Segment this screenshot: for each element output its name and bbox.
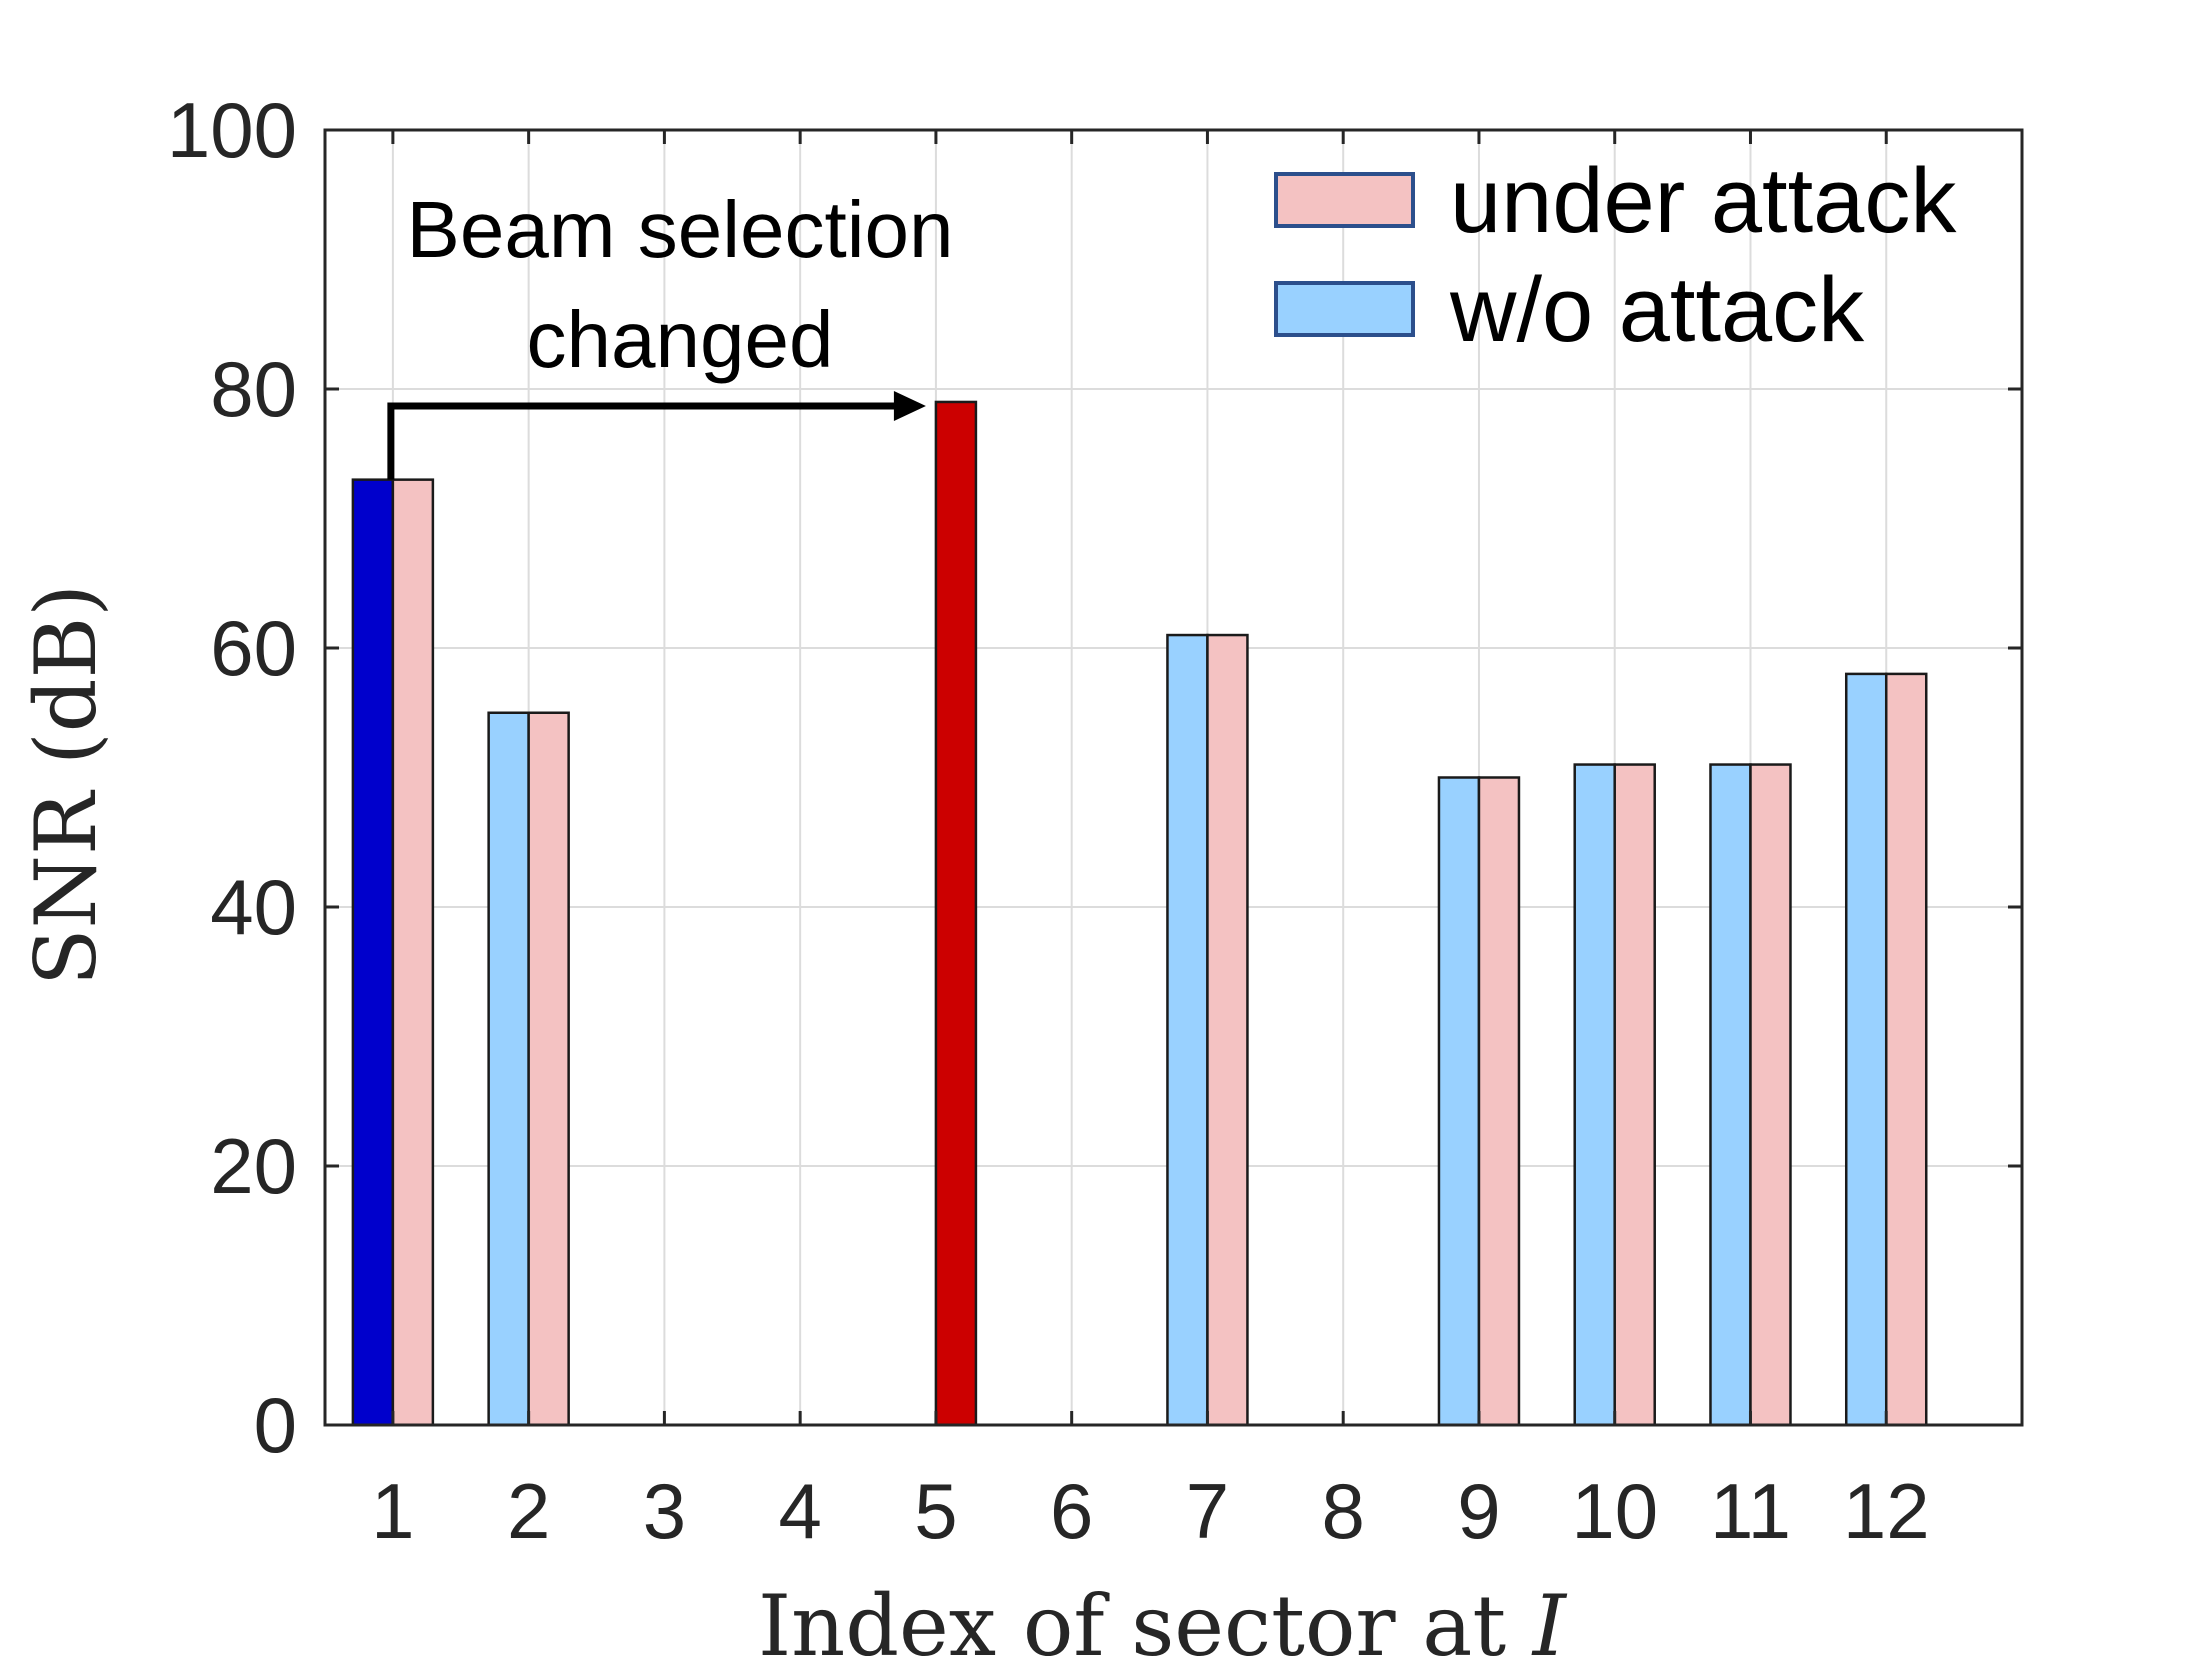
x-tick-label: 4: [778, 1467, 821, 1555]
bar-group: [351, 400, 1928, 1427]
y-tick-label: 40: [210, 863, 297, 951]
x-tick-label: 6: [1050, 1467, 1093, 1555]
x-axis-label: Index of sector at I: [758, 1577, 1568, 1675]
y-tick-label: 60: [210, 604, 297, 692]
bar-w-o-attack-1: [351, 478, 395, 1427]
x-tick-label: 1: [371, 1467, 414, 1555]
bar-w-o-attack-7: [1166, 633, 1209, 1427]
x-tick-label: 11: [1710, 1467, 1791, 1555]
annotation-line-1: Beam selection: [407, 185, 954, 274]
legend-swatch-under-attack: [1274, 172, 1415, 228]
y-axis-label: SNR (dB): [17, 584, 115, 986]
bar-under-attack-11: [1749, 763, 1792, 1427]
y-tick-label: 0: [254, 1381, 297, 1469]
bar-under-attack-10: [1613, 763, 1656, 1427]
x-tick-label: 3: [643, 1467, 686, 1555]
bar-under-attack-7: [1206, 633, 1249, 1427]
bar-w-o-attack-2: [487, 711, 530, 1427]
y-tick-label: 80: [210, 345, 297, 433]
tick-marks: [325, 128, 2022, 1427]
legend-label-wo-attack: w/o attack: [1449, 259, 1865, 361]
bar-w-o-attack-9: [1437, 776, 1481, 1427]
y-tick-label: 100: [167, 86, 297, 174]
y-tick-label: 20: [210, 1122, 297, 1210]
bar-under-attack-5: [934, 400, 978, 1427]
legend-label-under-attack: under attack: [1450, 150, 1957, 252]
annotation-line-2: changed: [527, 295, 834, 384]
x-tick-label: 12: [1843, 1467, 1930, 1555]
bar-under-attack-1: [391, 478, 435, 1427]
y-tick-labels: 0 20 40 60 80 100: [167, 86, 297, 1469]
bar-under-attack-2: [527, 711, 570, 1427]
beam-change-annotation: Beam selection changed: [387, 185, 954, 480]
x-tick-label: 9: [1457, 1467, 1500, 1555]
annotation-arrow-head: [893, 390, 926, 421]
plot-frame: [323, 128, 2024, 1427]
x-tick-label: 2: [507, 1467, 550, 1555]
bar-w-o-attack-11: [1709, 763, 1752, 1427]
bar-w-o-attack-12: [1844, 672, 1888, 1427]
x-tick-label: 8: [1322, 1467, 1365, 1555]
legend: under attack w/o attack: [1274, 150, 1957, 361]
bar-under-attack-12: [1884, 672, 1928, 1427]
bar-under-attack-9: [1477, 776, 1521, 1427]
x-tick-label: 7: [1186, 1467, 1229, 1555]
x-tick-label: 5: [914, 1467, 957, 1555]
bar-w-o-attack-10: [1573, 763, 1616, 1427]
annotation-arrow-line: [387, 402, 900, 480]
legend-swatch-wo-attack: [1274, 281, 1415, 337]
x-tick-labels: 1 2 3 4 5 6 7 8 9 10 11 12: [371, 1467, 1929, 1555]
x-tick-label: 10: [1571, 1467, 1658, 1555]
